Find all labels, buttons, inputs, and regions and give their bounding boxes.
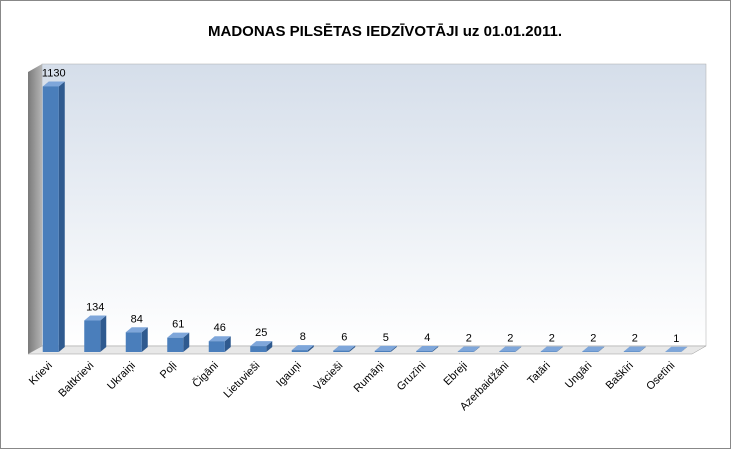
bar-side (515, 346, 522, 352)
bar (416, 351, 433, 352)
bar-side (349, 345, 356, 352)
bar-top (623, 346, 646, 352)
bar (333, 350, 350, 352)
bar-side (141, 327, 148, 352)
bar-top (167, 332, 190, 338)
bar-top (457, 346, 480, 352)
bar (250, 346, 267, 352)
bar-top (291, 345, 314, 351)
value-label: 46 (214, 322, 226, 334)
bar-side (473, 346, 480, 352)
value-label: 2 (549, 333, 555, 345)
bar-top (84, 315, 107, 321)
bar-top (125, 327, 148, 333)
value-label: 61 (172, 319, 184, 331)
bar-side (183, 332, 190, 352)
bar-top (42, 81, 65, 87)
value-label: 2 (507, 333, 513, 345)
bar-top (374, 345, 397, 351)
bar (84, 320, 101, 352)
bar-top (208, 336, 231, 342)
bar-top (540, 346, 563, 352)
bar-side (100, 315, 107, 352)
bar-side (639, 346, 646, 352)
bar-top (499, 346, 522, 352)
bar-top (665, 346, 688, 352)
value-label: 134 (86, 302, 104, 314)
value-label: 4 (424, 332, 430, 344)
value-label: 2 (466, 333, 472, 345)
value-label: 1 (673, 333, 679, 345)
bar-side (432, 346, 439, 352)
bar-side (224, 336, 231, 352)
value-label: 25 (255, 327, 267, 339)
value-label: 2 (590, 333, 596, 345)
bar-side (307, 345, 314, 352)
chart-title: MADONAS PILSĒTAS IEDZĪVOTĀJI uz 01.01.20… (208, 23, 562, 40)
floor (27, 345, 707, 355)
bar-side (681, 346, 688, 352)
bar-top (333, 345, 356, 351)
value-label: 5 (383, 332, 389, 344)
bar (291, 350, 308, 352)
bar-top (250, 341, 273, 347)
bar (374, 350, 391, 352)
bar-top (582, 346, 605, 352)
bar-side (58, 81, 65, 352)
bar-side (556, 346, 563, 352)
bar (125, 332, 142, 352)
bar-side (598, 346, 605, 352)
bar-side (266, 341, 273, 352)
bar (167, 337, 184, 352)
bar-top (416, 346, 439, 352)
value-label: 1130 (42, 67, 66, 79)
bar-side (390, 345, 397, 352)
value-label: 6 (341, 332, 347, 344)
back-wall (41, 63, 707, 347)
side-wall (28, 64, 42, 354)
value-label: 2 (632, 333, 638, 345)
value-label: 8 (300, 331, 306, 343)
bar (42, 86, 59, 352)
value-label: 84 (131, 313, 143, 325)
bar (208, 341, 225, 352)
